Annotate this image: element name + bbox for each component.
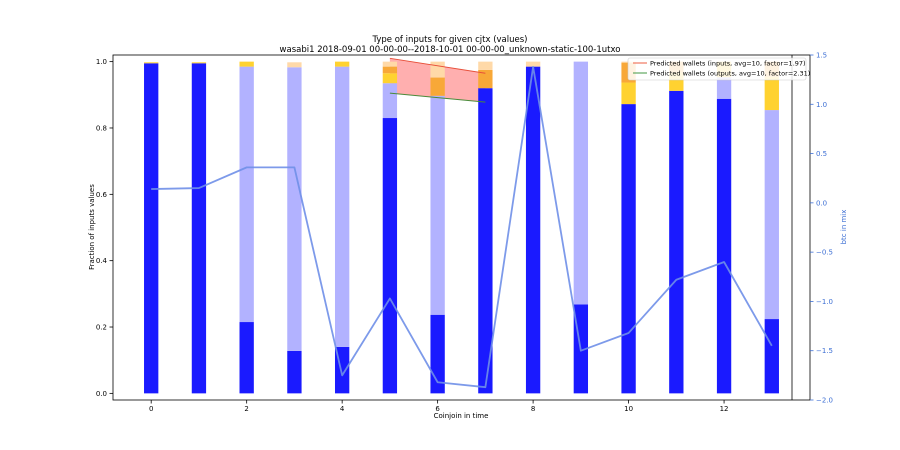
bar-fresh-7 — [478, 88, 493, 394]
bar-unknown-3 — [287, 62, 302, 68]
y2-axis-label: btc in mix — [840, 210, 848, 245]
y-tick-label-0: 0.0 — [96, 390, 107, 398]
bar-remix-5 — [382, 83, 398, 119]
bar-fresh-8 — [525, 66, 541, 394]
plot-frame-bg — [113, 55, 810, 400]
bar-unknown-7 — [478, 61, 493, 70]
x-tick-label-10: 10 — [624, 405, 633, 413]
bar-other-7 — [478, 69, 493, 89]
bar-remix-3 — [287, 67, 302, 351]
y-tick-label-0.6: 0.6 — [96, 191, 108, 199]
y2-tick-label--1: −1.0 — [816, 298, 833, 306]
bar-friends-4 — [334, 61, 350, 67]
bar-unknown-8 — [525, 61, 541, 67]
bar-fresh-2 — [239, 322, 254, 394]
bar-unknown-5 — [382, 61, 398, 67]
bar-friends-13 — [764, 76, 779, 111]
prediction-band-lines — [389, 57, 486, 103]
legend-label-outputs: Predicted wallets (outputs, avg=10, fact… — [650, 70, 810, 78]
x-tick-label-0: 0 — [149, 405, 153, 413]
x-tick-label-12: 12 — [720, 405, 729, 413]
bars-layer — [144, 61, 779, 394]
y2-tick-label-1: 1.0 — [816, 101, 827, 109]
legend-box — [627, 57, 807, 81]
x-tick-label-2: 2 — [244, 405, 248, 413]
chart-title: Type of inputs for given cjtx (values) — [372, 35, 528, 45]
bar-remix-4 — [334, 66, 350, 347]
bar-other-6 — [430, 77, 445, 96]
bar-remix-12 — [716, 77, 732, 99]
plot-area — [112, 54, 811, 401]
bar-remix-6 — [430, 95, 445, 315]
bar-remix-2 — [239, 66, 254, 323]
bar-fresh-12 — [716, 98, 732, 394]
bar-friends-2 — [239, 61, 254, 67]
y2-axis: −2.0 −1.5 −1.0 −0.5 0.0 0.5 1.0 1.5 — [810, 52, 833, 405]
legend: Predicted wallets (inputs, avg=10, facto… — [627, 57, 810, 81]
y-tick-label-0.4: 0.4 — [96, 257, 108, 265]
y2-tick-label-0: 0.0 — [816, 199, 827, 207]
bar-friends-5 — [382, 73, 398, 84]
y2-tick-label--1.5: −1.5 — [816, 347, 833, 355]
x-tick-label-8: 8 — [531, 405, 535, 413]
x-tick-label-4: 4 — [340, 405, 345, 413]
y-axis-label: Fraction of inputs values — [88, 184, 96, 270]
btc-line-layer — [151, 65, 773, 389]
y2-tick-label--0.5: −0.5 — [816, 249, 833, 257]
bar-fresh-10 — [621, 104, 636, 394]
y2-tick-label-0.5: 0.5 — [816, 150, 827, 158]
prediction-band-lower-edge — [389, 92, 486, 103]
bar-remix-13 — [764, 110, 779, 320]
bar-other-5 — [382, 66, 398, 74]
legend-label-inputs: Predicted wallets (inputs, avg=10, facto… — [650, 60, 806, 68]
y2-tick-label--2: −2.0 — [816, 397, 833, 405]
y-tick-label-0.2: 0.2 — [96, 324, 107, 332]
bar-unknown-6 — [430, 61, 445, 78]
bar-friends-0 — [144, 62, 159, 64]
y-tick-label-1: 1.0 — [96, 58, 107, 66]
x-axis-label: Coinjoin in time — [434, 412, 489, 420]
prediction-band-upper-edge — [389, 57, 486, 74]
bar-fresh-3 — [287, 350, 302, 394]
y-tick-label-0.8: 0.8 — [96, 124, 107, 132]
chart-subtitle: wasabi1 2018-09-01 00-00-00--2018-10-01 … — [280, 45, 621, 55]
y2-tick-label-1.5: 1.5 — [816, 52, 827, 60]
bar-friends-10 — [621, 82, 636, 105]
bar-remix-9 — [573, 61, 589, 305]
bar-fresh-1 — [191, 63, 207, 394]
x-axis: 0 2 4 6 8 10 12 — [149, 400, 729, 413]
x-tick-label-6: 6 — [435, 405, 440, 413]
bar-fresh-6 — [430, 314, 445, 394]
plot-frame — [112, 54, 811, 401]
bar-friends-1 — [191, 62, 207, 64]
bar-fresh-5 — [382, 118, 398, 394]
bar-fresh-0 — [144, 63, 159, 394]
btc-in-mix-line — [151, 65, 773, 389]
bar-fresh-11 — [669, 90, 684, 394]
bar-fresh-13 — [764, 319, 779, 394]
y-axis: 0.0 0.2 0.4 0.6 0.8 1.0 — [96, 58, 113, 398]
